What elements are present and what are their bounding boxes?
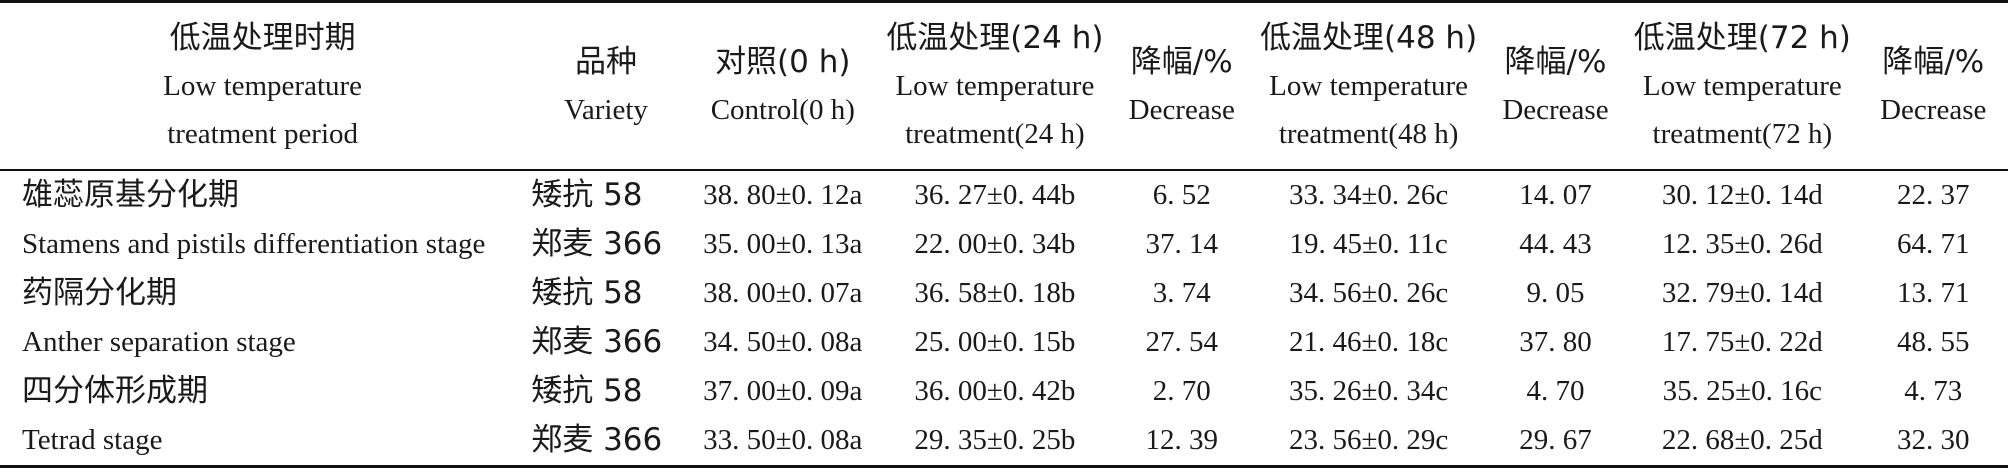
- table-row: 雄蕊原基分化期 矮抗 58 38. 80±0. 12a 36. 27±0. 44…: [0, 170, 2008, 220]
- cell-t48: 35. 26±0. 34c: [1288, 374, 1449, 407]
- header-variety: 品种 Variety: [525, 0, 687, 171]
- cell-d24: 6. 52: [1152, 178, 1211, 211]
- header-row: 低温处理时期 Low temperature treatment period …: [0, 0, 2008, 171]
- header-d72: 降幅/% Decrease: [1858, 0, 2008, 171]
- header-t48-en-2: treatment(48 h): [1278, 117, 1459, 150]
- cell-t48: 33. 34±0. 26c: [1288, 178, 1449, 211]
- table-row: Stamens and pistils differentiation stag…: [0, 220, 2008, 269]
- cell-d72: 64. 71: [1896, 227, 1970, 260]
- cell-variety: 郑麦 366: [525, 415, 687, 468]
- header-d24-zh: 降幅/%: [1130, 43, 1233, 80]
- header-t24-en-2: treatment(24 h): [905, 117, 1085, 150]
- cell-d72: 32. 30: [1858, 415, 2008, 468]
- cell-stage: 雄蕊原基分化期: [22, 176, 239, 213]
- table-body: 雄蕊原基分化期 矮抗 58 38. 80±0. 12a 36. 27±0. 44…: [0, 170, 2008, 468]
- cell-control: 37. 00±0. 09a: [703, 374, 863, 407]
- cell-control: 38. 80±0. 12a: [703, 178, 863, 211]
- cell-control: 34. 50±0. 08a: [703, 325, 863, 358]
- cell-d48: 37. 80: [1519, 325, 1592, 358]
- cell-variety: 矮抗 58: [531, 372, 643, 409]
- header-d24: 降幅/% Decrease: [1111, 0, 1253, 171]
- cell-t24: 36. 58±0. 18b: [914, 276, 1076, 309]
- header-d48-en: Decrease: [1502, 93, 1609, 126]
- cell-d24: 27. 54: [1145, 325, 1219, 358]
- header-d48-zh: 降幅/%: [1504, 43, 1607, 80]
- cell-variety: 矮抗 58: [531, 274, 643, 311]
- header-control: 对照(0 h) Control(0 h): [686, 0, 879, 171]
- header-t24: 低温处理(24 h) Low temperature treatment(24 …: [878, 0, 1112, 171]
- cell-t72: 22. 68±0. 25d: [1626, 415, 1859, 468]
- header-d72-zh: 降幅/%: [1882, 43, 1985, 80]
- table-row: 四分体形成期 矮抗 58 37. 00±0. 09a 36. 00±0. 42b…: [0, 367, 2008, 416]
- header-control-en: Control(0 h): [710, 93, 855, 126]
- header-d72-en: Decrease: [1880, 93, 1987, 126]
- header-variety-zh: 品种: [575, 43, 638, 80]
- cell-control: 35. 00±0. 13a: [703, 227, 863, 260]
- header-stage-en-2: treatment period: [167, 117, 359, 150]
- cell-d48: 4. 70: [1526, 374, 1585, 407]
- cell-d24: 2. 70: [1152, 374, 1211, 407]
- header-t48-zh: 低温处理(48 h): [1260, 19, 1478, 56]
- cell-t24: 36. 00±0. 42b: [914, 374, 1076, 407]
- table-row: Anther separation stage 郑麦 366 34. 50±0.…: [0, 318, 2008, 367]
- cell-d24: 37. 14: [1145, 227, 1219, 260]
- cell-stage: 药隔分化期: [22, 274, 177, 311]
- header-d48: 降幅/% Decrease: [1484, 0, 1627, 171]
- header-t24-zh: 低温处理(24 h): [886, 19, 1104, 56]
- cell-d48: 9. 05: [1526, 276, 1585, 309]
- cell-d48: 44. 43: [1519, 227, 1592, 260]
- cell-t24: 25. 00±0. 15b: [914, 325, 1076, 358]
- table-row: 药隔分化期 矮抗 58 38. 00±0. 07a 36. 58±0. 18b …: [0, 269, 2008, 318]
- cell-t72: 17. 75±0. 22d: [1661, 325, 1823, 358]
- cell-t72: 30. 12±0. 14d: [1661, 178, 1823, 211]
- header-t48: 低温处理(48 h) Low temperature treatment(48 …: [1252, 0, 1485, 171]
- cell-stage: 四分体形成期: [22, 372, 208, 409]
- header-t72-en-1: Low temperature: [1642, 69, 1842, 102]
- cell-t24: 36. 27±0. 44b: [914, 178, 1076, 211]
- header-variety-en: Variety: [564, 93, 648, 126]
- header-control-zh: 对照(0 h): [715, 43, 851, 80]
- cell-stage: Anther separation stage: [22, 325, 296, 358]
- cell-stage: Tetrad stage: [0, 415, 526, 468]
- cell-t72: 12. 35±0. 26d: [1661, 227, 1823, 260]
- cell-d48: 14. 07: [1519, 178, 1592, 211]
- header-stage-zh: 低温处理时期: [169, 19, 356, 56]
- header-t24-en-1: Low temperature: [895, 69, 1095, 102]
- cell-t48: 19. 45±0. 11c: [1289, 227, 1448, 260]
- cell-d72: 13. 71: [1896, 276, 1970, 309]
- cell-variety: 矮抗 58: [531, 176, 643, 213]
- table-header: 低温处理时期 Low temperature treatment period …: [0, 0, 2008, 171]
- cell-t24: 29. 35±0. 25b: [878, 415, 1112, 468]
- cell-d72: 22. 37: [1896, 178, 1970, 211]
- cell-t72: 35. 25±0. 16c: [1662, 374, 1822, 407]
- header-t48-en-1: Low temperature: [1269, 69, 1469, 102]
- header-t72-en-2: treatment(72 h): [1652, 117, 1833, 150]
- header-stage-en-1: Low temperature: [163, 69, 363, 102]
- cell-t48: 23. 56±0. 29c: [1252, 415, 1485, 468]
- cell-d72: 48. 55: [1896, 325, 1970, 358]
- cell-d24: 12. 39: [1111, 415, 1253, 468]
- header-t72: 低温处理(72 h) Low temperature treatment(72 …: [1626, 0, 1859, 171]
- cell-t48: 34. 56±0. 26c: [1288, 276, 1449, 309]
- cell-variety: 郑麦 366: [531, 225, 663, 262]
- header-t72-zh: 低温处理(72 h): [1633, 19, 1851, 56]
- table-row: Tetrad stage 郑麦 366 33. 50±0. 08a 29. 35…: [0, 415, 2008, 468]
- cell-t72: 32. 79±0. 14d: [1661, 276, 1823, 309]
- cell-d72: 4. 73: [1904, 374, 1963, 407]
- cell-variety: 郑麦 366: [531, 323, 663, 360]
- cell-t48: 21. 46±0. 18c: [1288, 325, 1449, 358]
- cell-control: 33. 50±0. 08a: [686, 415, 879, 468]
- cell-d24: 3. 74: [1152, 276, 1211, 309]
- header-stage: 低温处理时期 Low temperature treatment period: [0, 0, 526, 171]
- header-d24-en: Decrease: [1128, 93, 1235, 126]
- cell-stage: Stamens and pistils differentiation stag…: [22, 227, 486, 260]
- cell-d48: 29. 67: [1484, 415, 1627, 468]
- cell-t24: 22. 00±0. 34b: [914, 227, 1076, 260]
- cell-control: 38. 00±0. 07a: [703, 276, 863, 309]
